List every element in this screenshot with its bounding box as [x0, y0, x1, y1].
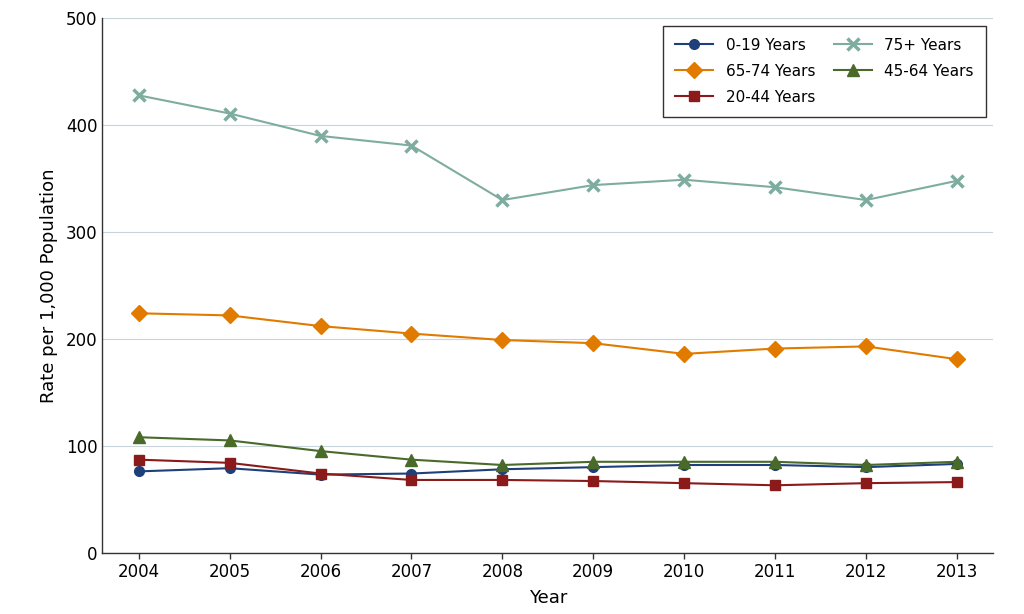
20-44 Years — [950, 478, 963, 486]
0-19 Years — [497, 465, 509, 473]
45-64 Years — [406, 456, 418, 464]
20-44 Years — [678, 480, 690, 487]
20-44 Years — [133, 456, 145, 464]
Line: 75+ Years: 75+ Years — [132, 89, 964, 206]
75+ Years — [587, 181, 599, 188]
75+ Years — [223, 110, 236, 117]
20-44 Years — [587, 477, 599, 484]
45-64 Years — [860, 461, 872, 468]
45-64 Years — [769, 458, 781, 465]
Line: 65-74 Years: 65-74 Years — [133, 308, 963, 365]
20-44 Years — [223, 459, 236, 467]
0-19 Years — [314, 471, 327, 478]
0-19 Years — [950, 460, 963, 468]
45-64 Years — [497, 461, 509, 468]
0-19 Years — [678, 461, 690, 468]
75+ Years — [950, 177, 963, 184]
65-74 Years — [587, 340, 599, 347]
65-74 Years — [223, 312, 236, 319]
75+ Years — [497, 196, 509, 204]
20-44 Years — [406, 476, 418, 484]
65-74 Years — [678, 350, 690, 357]
75+ Years — [406, 142, 418, 149]
65-74 Years — [497, 336, 509, 344]
75+ Years — [314, 132, 327, 139]
45-64 Years — [587, 458, 599, 465]
X-axis label: Year: Year — [528, 589, 567, 607]
Line: 20-44 Years: 20-44 Years — [134, 455, 962, 490]
45-64 Years — [678, 458, 690, 465]
65-74 Years — [860, 343, 872, 350]
65-74 Years — [133, 309, 145, 317]
0-19 Years — [587, 464, 599, 471]
Line: 0-19 Years: 0-19 Years — [134, 459, 962, 480]
0-19 Years — [769, 461, 781, 468]
75+ Years — [860, 196, 872, 204]
20-44 Years — [860, 480, 872, 487]
75+ Years — [133, 91, 145, 99]
75+ Years — [678, 176, 690, 184]
0-19 Years — [406, 470, 418, 477]
45-64 Years — [223, 437, 236, 444]
65-74 Years — [406, 330, 418, 337]
Y-axis label: Rate per 1,000 Population: Rate per 1,000 Population — [40, 168, 57, 403]
45-64 Years — [314, 448, 327, 455]
75+ Years — [769, 184, 781, 191]
45-64 Years — [133, 433, 145, 441]
45-64 Years — [950, 458, 963, 465]
Line: 45-64 Years: 45-64 Years — [133, 432, 963, 470]
0-19 Years — [133, 468, 145, 475]
0-19 Years — [223, 465, 236, 472]
Legend: 0-19 Years, 65-74 Years, 20-44 Years, 75+ Years, 45-64 Years: 0-19 Years, 65-74 Years, 20-44 Years, 75… — [663, 26, 986, 117]
65-74 Years — [769, 345, 781, 352]
65-74 Years — [950, 356, 963, 363]
20-44 Years — [497, 476, 509, 484]
20-44 Years — [314, 470, 327, 477]
65-74 Years — [314, 322, 327, 330]
20-44 Years — [769, 481, 781, 489]
0-19 Years — [860, 464, 872, 471]
